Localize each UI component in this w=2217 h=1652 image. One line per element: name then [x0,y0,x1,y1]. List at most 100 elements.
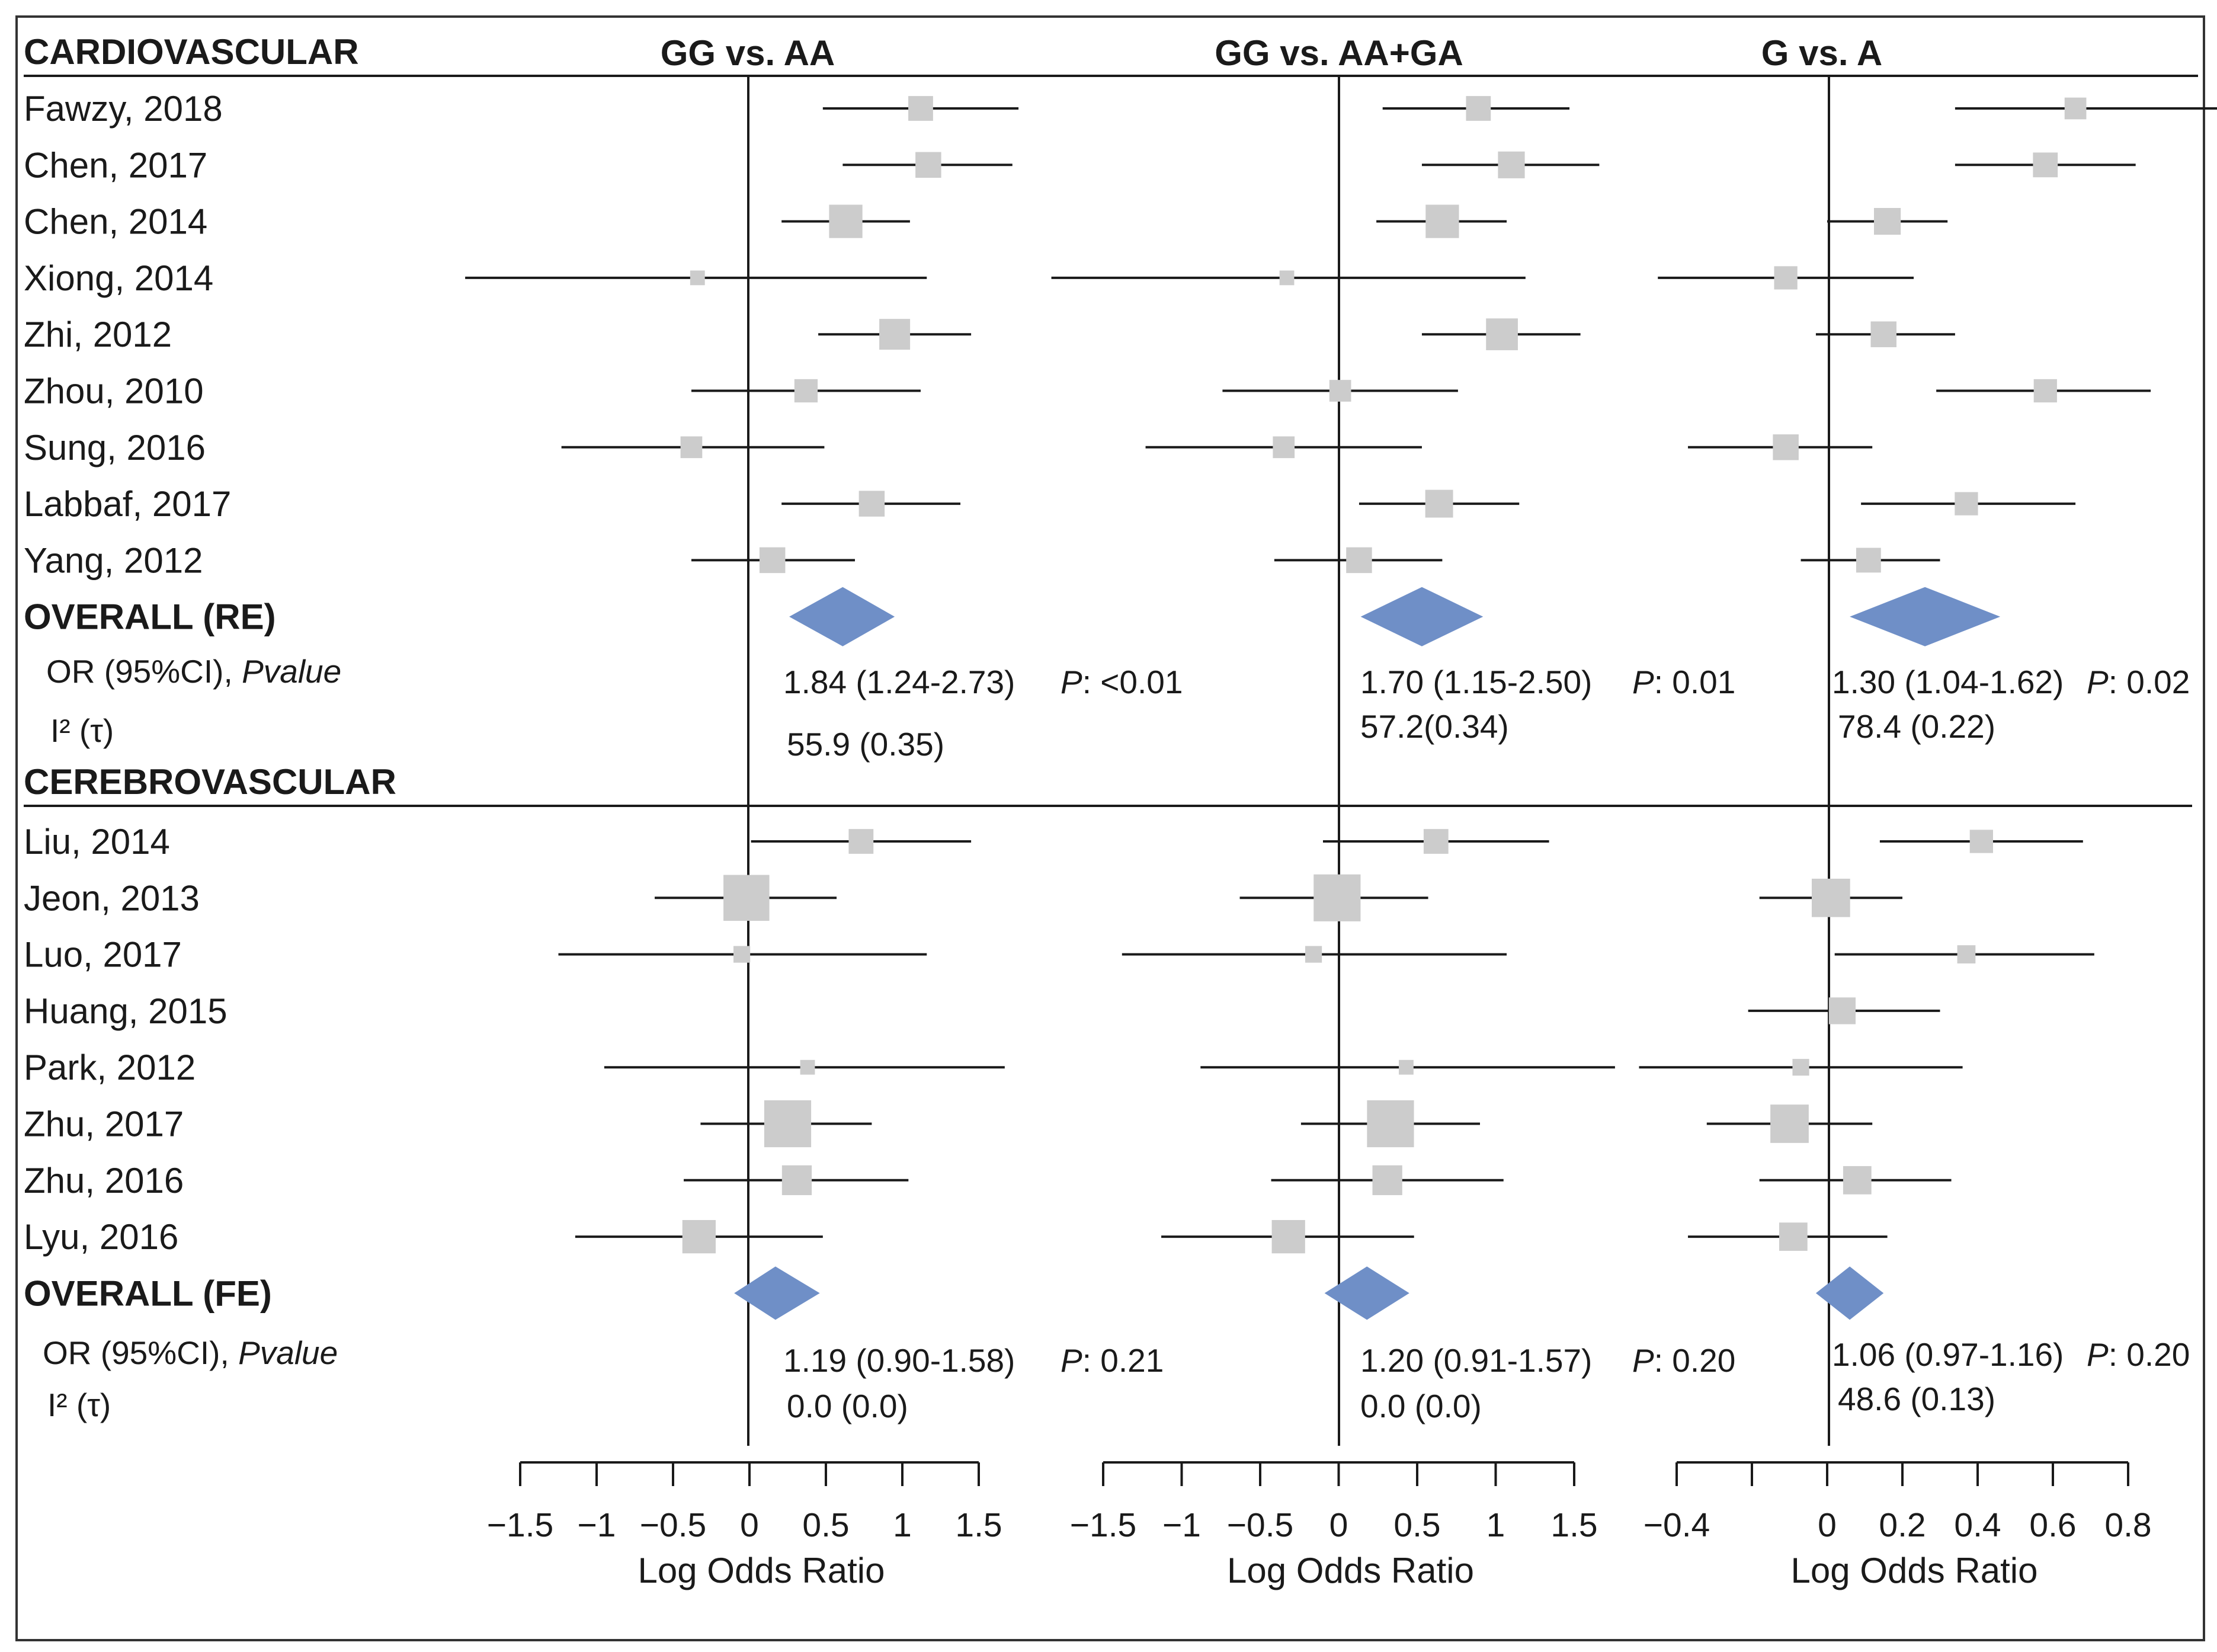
panel-title: GG vs. AA [661,33,835,73]
p-prefix: P [2087,1336,2109,1373]
p-value-text: : 0.02 [2109,664,2190,700]
study-box [781,1165,812,1195]
study-box [1779,1222,1808,1251]
study-box [733,946,751,963]
tick-label: 0 [1818,1506,1837,1544]
study-box [1957,945,1976,963]
study-box [829,204,863,238]
study-box [1399,1059,1414,1075]
tick-label: −0.5 [640,1506,707,1544]
study-box [759,547,786,574]
study-box [1423,829,1449,854]
study-box [848,829,874,854]
study-box [2064,97,2087,120]
summary-diamond [789,587,895,646]
tick-label: 0 [740,1506,759,1544]
study-box [682,1219,716,1254]
p-value: P: <0.01 [1061,664,1183,700]
study-box [764,1100,812,1148]
study-label: Xiong, 2014 [24,258,213,298]
group-title: CEREBROVASCULAR [24,762,396,802]
tick-label: 1 [893,1506,912,1544]
study-label: Labbaf, 2017 [24,484,231,524]
study-label: Lyu, 2016 [24,1217,178,1257]
p-value-text: : 0.20 [2109,1336,2190,1373]
tick-label: −0.4 [1643,1506,1710,1544]
panel-title: G vs. A [1761,33,1883,73]
study-label: Luo, 2017 [24,935,182,975]
study-box [1466,96,1491,121]
study-label: Fawzy, 2018 [24,89,223,129]
p-value: P: 0.20 [2087,1336,2190,1373]
study-box [1856,548,1881,573]
p-value: P: 0.02 [2087,664,2190,700]
study-box [680,436,703,459]
study-label: Huang, 2015 [24,991,228,1031]
study-label: Sung, 2016 [24,428,206,468]
study-box [1346,547,1372,574]
tick-label: −1.5 [1070,1506,1137,1544]
study-box [1874,208,1901,235]
i2-value: 48.6 (0.13) [1838,1381,1995,1417]
tick-label: 1.5 [955,1506,1002,1544]
p-value: P: 0.01 [1632,664,1735,700]
ci-label: OR (95%CI), Pvalue [46,653,341,690]
study-label: Chen, 2014 [24,202,207,242]
study-box [2033,379,2057,403]
study-box [690,270,705,286]
study-box [794,379,818,403]
i2-value: 57.2(0.34) [1360,708,1509,745]
study-box [1329,380,1351,402]
p-value: P: 0.20 [1632,1342,1735,1379]
or-value: 1.06 (0.97-1.16) [1832,1336,2064,1373]
p-prefix: P [1632,664,1654,700]
p-value: P: 0.21 [1061,1342,1164,1379]
group-title: CARDIOVASCULAR [24,32,359,72]
study-box [1273,436,1295,459]
p-prefix: P [2087,664,2109,700]
or-value: 1.30 (1.04-1.62) [1832,664,2064,700]
study-box [723,875,770,921]
tick-label: 0.6 [2029,1506,2076,1544]
x-axis-label: Log Odds Ratio [1227,1551,1474,1590]
summary-diamond [734,1266,820,1320]
study-box [915,152,941,178]
study-label: Yang, 2012 [24,540,203,580]
summary-diamond [1324,1266,1409,1320]
study-label: Zhu, 2017 [24,1104,184,1144]
study-box [1770,1104,1809,1143]
summary-diamond [1815,1266,1884,1320]
study-box [1955,492,1978,516]
tick-label: 1 [1486,1506,1505,1544]
tick-label: −1 [578,1506,616,1544]
i2-value: 55.9 (0.35) [787,726,944,763]
pvalue-label: Pvalue [238,1334,338,1371]
panel-title: GG vs. AA+GA [1215,33,1463,73]
study-label: Park, 2012 [24,1048,196,1087]
summary-diamond [1360,587,1484,646]
i2-value: 78.4 (0.22) [1838,708,1995,745]
plot-frame [15,15,2205,1641]
tick-label: 0.4 [1954,1506,2001,1544]
summary-diamond [1850,587,2001,646]
study-box [879,319,911,350]
p-value-text: : 0.21 [1082,1342,1164,1379]
p-value-text: : <0.01 [1082,664,1183,700]
ci-label-text: OR (95%CI), [43,1334,238,1371]
study-label: Jeon, 2013 [24,878,200,918]
study-box [858,491,885,517]
ci-label: OR (95%CI), Pvalue [43,1334,338,1371]
tick-label: 0.5 [802,1506,849,1544]
tick-label: −0.5 [1227,1506,1294,1544]
study-box [1498,151,1525,178]
study-box [1870,321,1896,347]
or-value: 1.70 (1.15-2.50) [1360,664,1592,700]
x-axis-label: Log Odds Ratio [1791,1551,2038,1590]
overall-label: OVERALL (RE) [24,597,276,637]
i2-value: 0.0 (0.0) [787,1388,908,1424]
study-box [1774,266,1798,290]
study-box [1313,874,1361,921]
study-box [1969,830,1993,853]
tick-label: 0.8 [2104,1506,2151,1544]
study-box [1843,1166,1872,1195]
